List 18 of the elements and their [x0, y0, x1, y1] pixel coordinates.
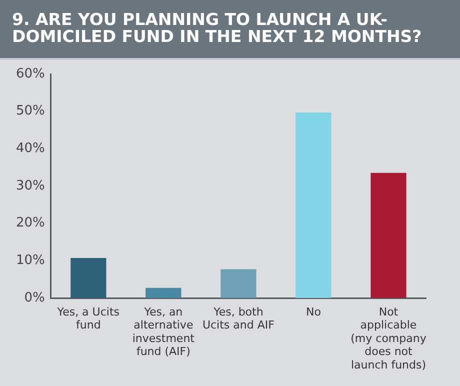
bar	[220, 269, 256, 298]
y-tick-label: 10%	[16, 253, 45, 268]
y-tick-label: 50%	[16, 104, 45, 119]
bar	[296, 112, 332, 298]
y-tick-label: 20%	[16, 216, 45, 231]
chart-title: 9. ARE YOU PLANNING TO LAUNCH A UK-DOMICILED FUND IN THE NEXT 12 MONTHS?	[0, 0, 460, 60]
x-tick-label: Yes, both Ucits and AIF	[202, 305, 274, 332]
bar	[70, 258, 106, 298]
x-tick-label: Yes, an alternative investment fund (AIF)	[132, 305, 196, 358]
x-tick-label: Yes, a Ucits fund	[56, 305, 120, 332]
x-tick-label: No	[306, 305, 322, 318]
y-tick-label: 0%	[24, 290, 45, 306]
x-tick-label: Not applicable (my company does not launch funds)	[350, 305, 427, 372]
bar	[146, 288, 182, 298]
y-tick-label: 40%	[16, 141, 45, 156]
y-tick-label: 60%	[16, 66, 45, 82]
bar	[370, 172, 406, 298]
y-tick-label: 30%	[16, 178, 45, 194]
